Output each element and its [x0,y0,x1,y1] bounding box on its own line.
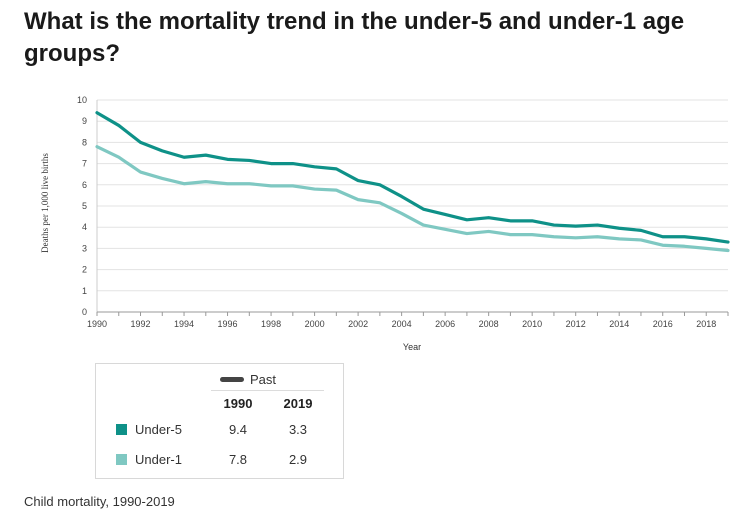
y-tick-label: 1 [82,286,87,296]
legend-row-label: Under-1 [135,452,182,467]
y-tick-label: 4 [82,222,87,232]
y-tick-label: 7 [82,159,87,169]
chart-caption: Child mortality, 1990-2019 [24,494,175,509]
under5-color-swatch [116,424,127,435]
x-tick-label: 1998 [261,319,281,329]
y-axis-label: Deaths per 1,000 live births [40,153,50,253]
column-header-2019: 2019 [283,396,313,411]
x-tick-label: 2008 [479,319,499,329]
x-tick-label: 2014 [609,319,629,329]
x-tick-label: 1994 [174,319,194,329]
y-tick-label: 0 [82,307,87,317]
x-tick-label: 2010 [522,319,542,329]
under5-1990-value: 9.4 [228,422,248,437]
column-header-1990: 1990 [223,396,253,411]
x-tick-label: 2000 [305,319,325,329]
under5-2019-value: 3.3 [288,422,308,437]
y-tick-label: 9 [82,116,87,126]
x-tick-label: 1992 [131,319,151,329]
page-title: What is the mortality trend in the under… [24,8,685,67]
y-tick-label: 2 [82,265,87,275]
y-tick-label: 8 [82,137,87,147]
y-tick-label: 6 [82,180,87,190]
x-tick-label: 2002 [348,319,368,329]
under1-1990-value: 7.8 [228,452,248,467]
x-tick-label: 2018 [696,319,716,329]
series-line-under1[interactable] [95,145,730,253]
x-tick-label: 2006 [435,319,455,329]
legend-past-label: Past [250,372,277,387]
legend-divider [211,390,324,391]
legend-row-label: Under-5 [135,422,182,437]
under1-2019-value: 2.9 [288,452,308,467]
y-tick-label: 10 [77,95,87,105]
mortality-line-chart: 0 1 2 3 4 5 6 7 8 9 10 1990 1992 1994 1996 1998 2000 2002… [40,95,730,352]
past-line-swatch [220,377,244,382]
y-tick-label: 3 [82,243,87,253]
series-line-under5[interactable] [95,111,730,244]
under1-color-swatch [116,454,127,465]
x-tick-label: 2012 [566,319,586,329]
x-tick-label: 2004 [392,319,412,329]
legend-table: Past 1990 2019 Under-5 9.4 3.3 Under-1 7… [95,363,344,479]
x-tick-label: 1996 [218,319,238,329]
legend-row-under5: Under-5 [116,422,182,437]
x-tick-label: 1990 [87,319,107,329]
legend-past: Past [220,372,276,387]
x-axis-label: Year [403,342,421,352]
x-tick-label: 2016 [653,319,673,329]
legend-row-under1: Under-1 [116,452,182,467]
y-tick-label: 5 [82,201,87,211]
